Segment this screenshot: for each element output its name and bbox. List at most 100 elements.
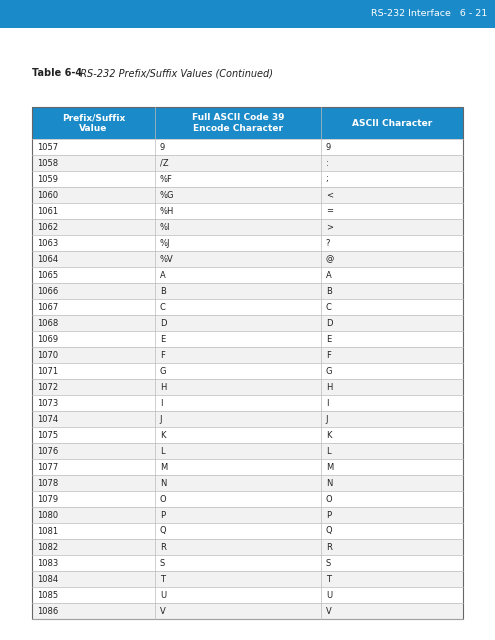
Text: H: H <box>160 383 166 392</box>
Text: 1067: 1067 <box>37 303 58 312</box>
Text: 1085: 1085 <box>37 591 58 600</box>
Text: R: R <box>326 543 332 552</box>
Bar <box>32 427 463 443</box>
Text: L: L <box>326 447 330 456</box>
Text: L: L <box>160 447 164 456</box>
Text: %V: %V <box>160 255 174 264</box>
Bar <box>32 523 463 539</box>
Text: Table 6-4: Table 6-4 <box>32 68 82 78</box>
Text: T: T <box>160 575 165 584</box>
Text: ;: ; <box>326 175 329 184</box>
Text: J: J <box>326 415 328 424</box>
Text: 9: 9 <box>160 143 165 152</box>
Text: K: K <box>160 431 165 440</box>
Bar <box>32 379 463 395</box>
Text: A: A <box>326 271 332 280</box>
Bar <box>32 171 463 187</box>
Text: 1058: 1058 <box>37 159 58 168</box>
Bar <box>32 571 463 587</box>
Text: F: F <box>160 351 165 360</box>
Text: 1059: 1059 <box>37 175 58 184</box>
Bar <box>32 155 463 171</box>
Text: 1060: 1060 <box>37 191 58 200</box>
Bar <box>32 251 463 267</box>
Text: %F: %F <box>160 175 173 184</box>
Text: 1073: 1073 <box>37 399 58 408</box>
Text: ASCII Character: ASCII Character <box>352 118 432 127</box>
Text: %J: %J <box>160 239 170 248</box>
Text: I: I <box>160 399 162 408</box>
Text: 1071: 1071 <box>37 367 58 376</box>
Text: =: = <box>326 207 333 216</box>
Bar <box>32 555 463 571</box>
Text: 1066: 1066 <box>37 287 58 296</box>
Text: :: : <box>326 159 329 168</box>
Text: %I: %I <box>160 223 170 232</box>
Text: B: B <box>160 287 166 296</box>
Bar <box>32 331 463 347</box>
Text: O: O <box>160 495 166 504</box>
Bar <box>0 0 495 28</box>
Bar <box>32 587 463 603</box>
Text: 1079: 1079 <box>37 495 58 504</box>
Text: 9: 9 <box>326 143 331 152</box>
Text: H: H <box>326 383 332 392</box>
Bar <box>32 603 463 619</box>
Text: U: U <box>326 591 332 600</box>
Bar <box>32 443 463 459</box>
Text: >: > <box>326 223 333 232</box>
Text: RS-232 Prefix/Suffix Values (Continued): RS-232 Prefix/Suffix Values (Continued) <box>74 68 273 78</box>
Bar <box>32 347 463 363</box>
Text: <: < <box>326 191 333 200</box>
Text: D: D <box>160 319 166 328</box>
Bar <box>32 283 463 299</box>
Text: V: V <box>160 607 166 616</box>
Text: O: O <box>326 495 333 504</box>
Text: 1061: 1061 <box>37 207 58 216</box>
Text: N: N <box>326 479 332 488</box>
Text: V: V <box>326 607 332 616</box>
Text: 1068: 1068 <box>37 319 58 328</box>
Bar <box>32 203 463 219</box>
Text: 1082: 1082 <box>37 543 58 552</box>
Text: G: G <box>160 367 166 376</box>
Text: Q: Q <box>326 527 333 536</box>
Text: P: P <box>160 511 165 520</box>
Text: /Z: /Z <box>160 159 168 168</box>
Text: 1084: 1084 <box>37 575 58 584</box>
Text: M: M <box>326 463 333 472</box>
Text: S: S <box>326 559 331 568</box>
Bar <box>32 475 463 491</box>
Bar <box>32 395 463 411</box>
Text: %G: %G <box>160 191 174 200</box>
Text: 1069: 1069 <box>37 335 58 344</box>
Bar <box>32 267 463 283</box>
Text: B: B <box>326 287 332 296</box>
Text: Prefix/Suffix
Value: Prefix/Suffix Value <box>62 113 125 132</box>
Text: M: M <box>160 463 167 472</box>
Text: ?: ? <box>326 239 330 248</box>
Text: P: P <box>326 511 331 520</box>
Bar <box>32 107 463 619</box>
Text: 1062: 1062 <box>37 223 58 232</box>
Text: @: @ <box>326 255 334 264</box>
Text: 1057: 1057 <box>37 143 58 152</box>
Text: 1065: 1065 <box>37 271 58 280</box>
Bar <box>32 539 463 555</box>
Text: Full ASCII Code 39
Encode Character: Full ASCII Code 39 Encode Character <box>192 113 284 132</box>
Text: 1080: 1080 <box>37 511 58 520</box>
Text: 1078: 1078 <box>37 479 58 488</box>
Text: F: F <box>326 351 331 360</box>
Text: 1086: 1086 <box>37 607 58 616</box>
Bar <box>32 139 463 155</box>
Text: 1072: 1072 <box>37 383 58 392</box>
Text: %H: %H <box>160 207 174 216</box>
Bar <box>32 507 463 523</box>
Text: U: U <box>160 591 166 600</box>
Text: E: E <box>160 335 165 344</box>
Bar <box>32 299 463 315</box>
Text: 1076: 1076 <box>37 447 58 456</box>
Text: 1063: 1063 <box>37 239 58 248</box>
Text: J: J <box>160 415 162 424</box>
Text: RS-232 Interface   6 - 21: RS-232 Interface 6 - 21 <box>371 10 487 19</box>
